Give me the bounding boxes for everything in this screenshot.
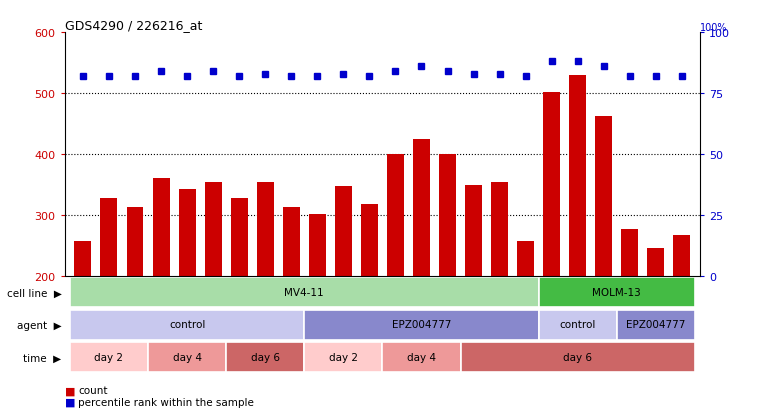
Bar [179,190,196,276]
Bar [648,249,664,276]
Text: MV4-11: MV4-11 [285,287,324,297]
Text: percentile rank within the sample: percentile rank within the sample [78,397,254,407]
Text: agent  ▶: agent ▶ [17,320,62,330]
Bar [304,343,382,373]
Text: day 2: day 2 [329,352,358,362]
Bar [361,204,378,276]
Bar [539,278,695,308]
Bar [439,155,456,276]
Text: EPZ004777: EPZ004777 [626,319,686,330]
Bar [595,116,613,276]
Bar [569,76,586,276]
Text: day 2: day 2 [94,352,123,362]
Text: cell line  ▶: cell line ▶ [7,287,62,298]
Bar [335,186,352,276]
Bar [70,310,304,340]
Bar [465,185,482,276]
Bar [283,207,300,276]
Bar [152,179,170,276]
Text: MOLM-13: MOLM-13 [592,287,642,297]
Bar [75,241,91,276]
Text: ■: ■ [65,397,75,407]
Bar [616,310,695,340]
Bar [70,278,539,308]
Text: count: count [78,385,108,395]
Bar [256,183,274,276]
Bar [126,208,144,276]
Text: time  ▶: time ▶ [24,353,62,363]
Text: ■: ■ [65,385,75,395]
Text: day 4: day 4 [407,352,436,362]
Bar [231,199,247,276]
Bar [673,235,690,276]
Bar [70,343,148,373]
Bar [517,241,534,276]
Bar [621,229,638,276]
Text: control: control [169,319,205,330]
Text: control: control [559,319,596,330]
Bar [539,310,616,340]
Text: EPZ004777: EPZ004777 [392,319,451,330]
Text: GDS4290 / 226216_at: GDS4290 / 226216_at [65,19,202,32]
Bar [460,343,695,373]
Bar [543,93,560,276]
Bar [100,199,117,276]
Text: day 6: day 6 [563,352,592,362]
Bar [387,155,404,276]
Bar [413,140,430,276]
Text: day 6: day 6 [250,352,280,362]
Bar [383,343,460,373]
Bar [491,183,508,276]
Bar [304,310,539,340]
Bar [205,183,221,276]
Text: 100%: 100% [700,23,728,33]
Bar [226,343,304,373]
Text: day 4: day 4 [173,352,202,362]
Bar [309,214,326,276]
Bar [148,343,226,373]
